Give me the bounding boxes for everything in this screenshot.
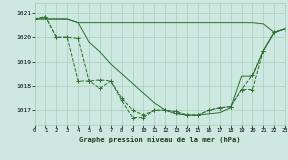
X-axis label: Graphe pression niveau de la mer (hPa): Graphe pression niveau de la mer (hPa): [79, 136, 240, 143]
